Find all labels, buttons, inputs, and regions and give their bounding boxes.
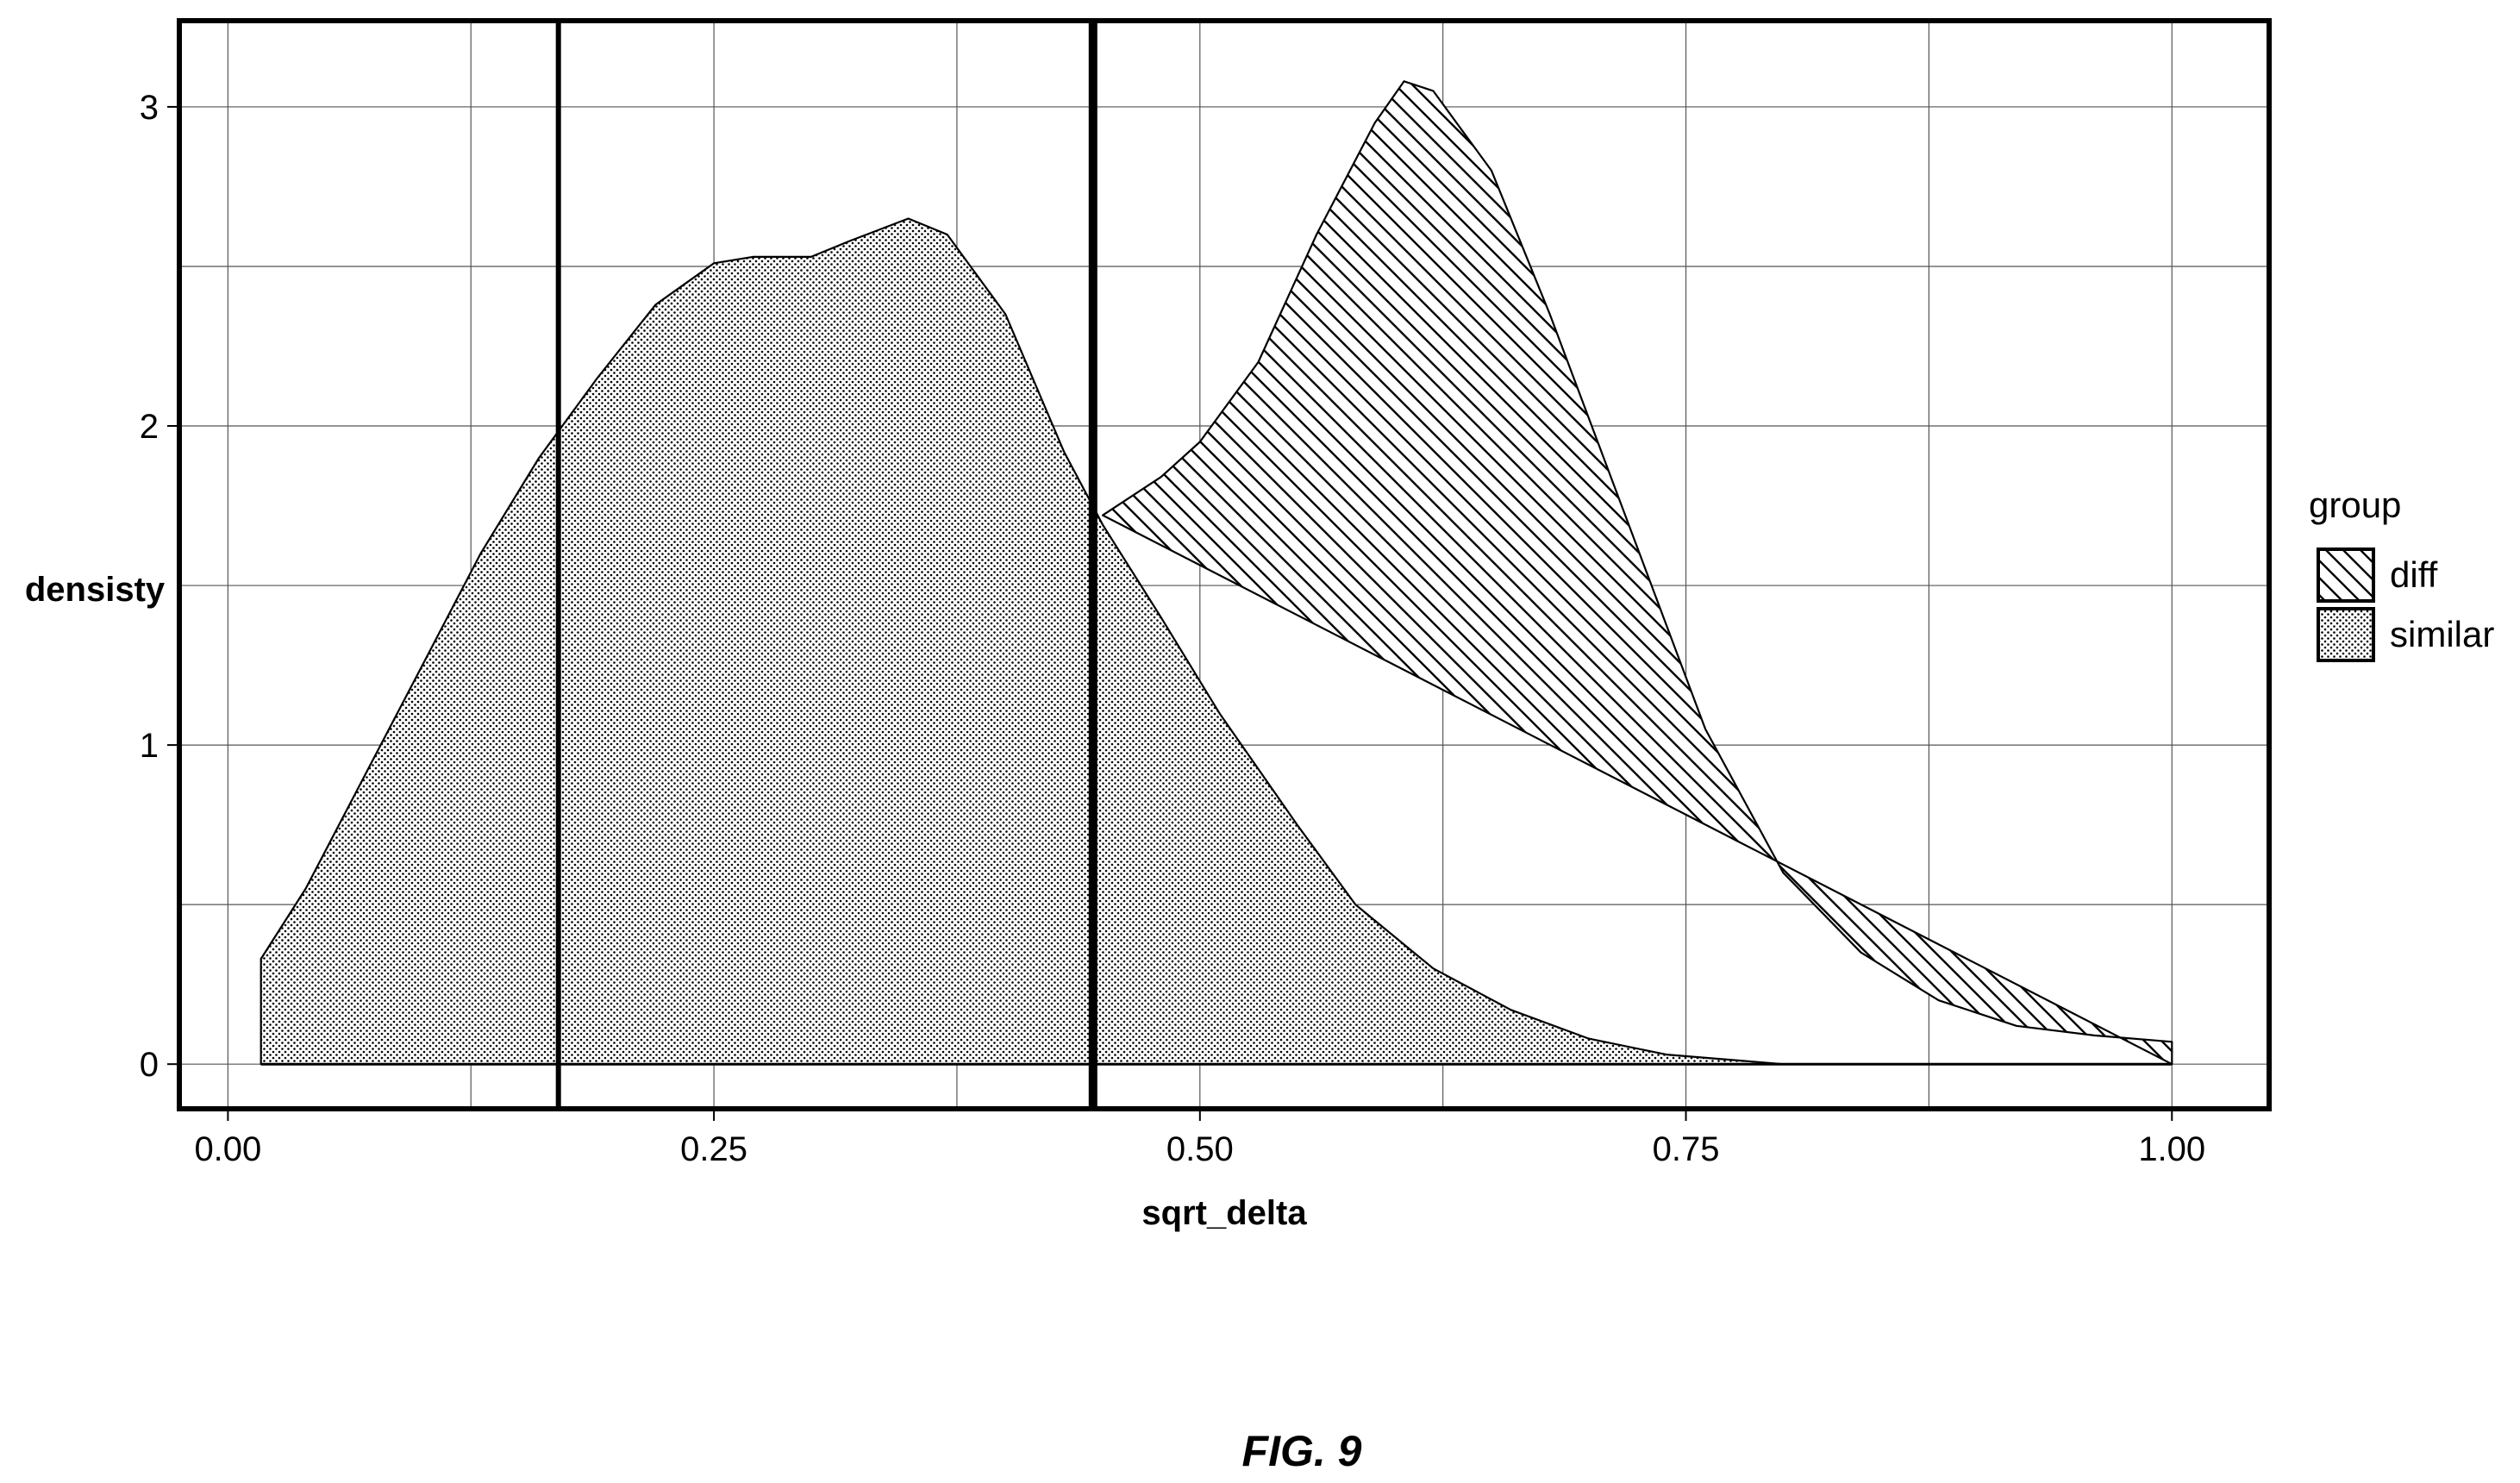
legend: group diff similar: [2309, 485, 2494, 662]
y-tick-label: 1: [140, 727, 159, 765]
threshold-lines: [555, 21, 1097, 1109]
plot-border: [177, 18, 2272, 1111]
x-tick-label: 0.25: [680, 1130, 747, 1168]
x-tick-label: 0.50: [1166, 1130, 1234, 1168]
legend-title: group: [2309, 485, 2401, 525]
figure-caption: FIG. 9: [1242, 1427, 1362, 1475]
density-area-diff: [1101, 80, 2173, 1066]
density-area-similar: [260, 217, 1785, 1066]
legend-key-diff: [2317, 548, 2375, 603]
legend-key-similar: [2317, 607, 2375, 662]
axis-ticks: 0.00 0.25 0.50 0.75 1.00 0 1 2 3: [140, 89, 2205, 1168]
legend-label-similar: similar: [2390, 614, 2494, 654]
y-tick-label: 2: [140, 408, 159, 446]
x-tick-label: 0.00: [194, 1130, 261, 1168]
y-tick-label: 0: [140, 1046, 159, 1084]
legend-label-diff: diff: [2390, 554, 2438, 595]
x-tick-label: 0.75: [1653, 1130, 1720, 1168]
x-axis-title: sqrt_delta: [1141, 1194, 1307, 1232]
density-areas: [260, 80, 2173, 1066]
y-tick-label: 3: [140, 89, 159, 127]
x-tick-label: 1.00: [2138, 1130, 2205, 1168]
y-axis-title: densisty: [25, 571, 166, 609]
